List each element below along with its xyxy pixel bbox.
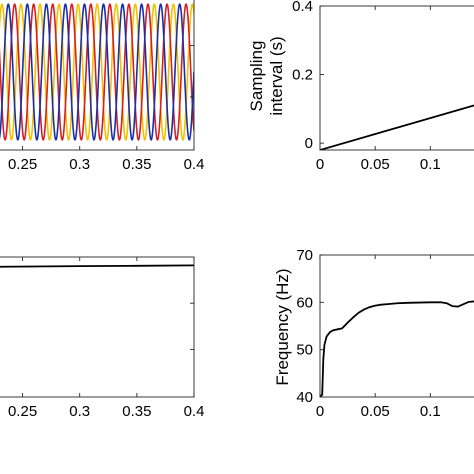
bottom-right-ytick-label: 60 <box>296 294 313 311</box>
top-right-ylabel-line2: interval (s) <box>267 36 286 115</box>
top-left-series-1 <box>0 3 194 141</box>
top-right-ytick-label: 0.2 <box>292 67 313 84</box>
bottom-right-panel: 0 0.05 0.1 40 50 60 70 <box>296 247 474 420</box>
top-right-axes-frame <box>319 5 474 151</box>
bottom-left-plot-area <box>0 264 194 268</box>
top-right-ytick-label: 0.4 <box>292 0 313 15</box>
top-left-xtick-label: 0.3 <box>69 156 90 173</box>
top-left-panel: 0.25 0.3 0.35 0.4 <box>0 0 204 173</box>
bottom-right-ytick-label: 50 <box>296 342 313 359</box>
top-left-xtick-label: 0.25 <box>8 156 37 173</box>
bottom-left-axes-frame <box>0 256 195 398</box>
bottom-right-xtick-label: 0.1 <box>420 403 441 420</box>
bottom-right-ytick-label: 40 <box>296 389 313 406</box>
top-right-plot-area <box>320 104 474 150</box>
top-left-axes-frame <box>0 0 195 151</box>
bottom-left-series-0 <box>0 264 194 268</box>
bottom-left-xtick-label: 0.4 <box>184 403 205 420</box>
top-right-xtick-label: 0.1 <box>420 156 441 173</box>
top-right-panel: 0 0.05 0.1 0 0.2 0.4 <box>292 0 474 173</box>
bottom-right-xtick-label: 0 <box>316 403 324 420</box>
bottom-right-plot-area <box>320 300 474 397</box>
top-right-xtick-label: 0.05 <box>361 156 390 173</box>
bottom-left-panel: 0.25 0.3 0.35 0.4 <box>0 256 205 420</box>
bottom-right-ylabel: Frequency (Hz) <box>273 268 292 385</box>
top-left-series-2 <box>0 3 194 141</box>
bottom-right-axes-frame <box>319 254 474 398</box>
bottom-left-xtick-label: 0.3 <box>69 403 90 420</box>
top-right-series-0 <box>320 104 474 150</box>
top-left-plot-area <box>0 3 194 141</box>
top-left-xtick-label: 0.4 <box>184 156 205 173</box>
top-right-ylabel-line1: Sampling <box>247 41 266 112</box>
bottom-left-xtick-label: 0.25 <box>8 403 37 420</box>
bottom-right-ytick-label: 70 <box>296 247 313 264</box>
bottom-right-xtick-label: 0.05 <box>361 403 390 420</box>
top-left-xtick-label: 0.35 <box>122 156 151 173</box>
top-right-ytick-label: 0 <box>305 135 313 152</box>
bottom-left-xtick-label: 0.35 <box>122 403 151 420</box>
top-right-xtick-label: 0 <box>316 156 324 173</box>
bottom-right-series-0 <box>320 300 474 397</box>
